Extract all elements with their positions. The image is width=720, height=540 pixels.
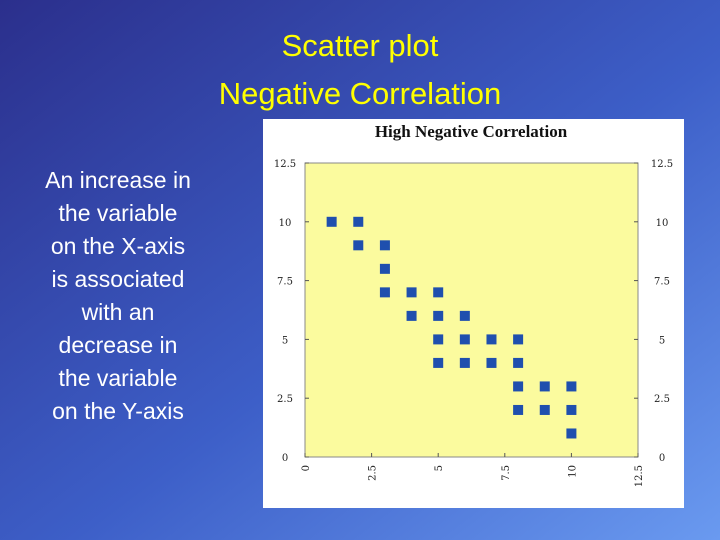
scatter-point [406,310,417,321]
plot-area [304,162,639,458]
slide-title: Scatter plot [282,28,439,63]
y-tick-label: 5 [282,335,288,346]
y-tick-label: 5 [659,335,665,346]
x-tick-label: 0 [301,465,312,471]
scatter-point [326,216,337,227]
y-tick-label: 0 [659,453,665,464]
body-text: An increase in [45,167,191,193]
scatter-point [513,334,524,345]
y-tick-label: 7.5 [277,277,293,288]
y-tick-label: 7.5 [654,277,670,288]
scatter-point [486,334,497,345]
scatter-point [566,381,577,392]
scatter-point [513,357,524,368]
scatter-point [433,287,444,298]
scatter-point [433,310,444,321]
y-tick-label: 12.5 [274,159,296,170]
scatter-point [566,404,577,415]
slide-title: Negative Correlation [219,76,502,111]
scatter-point [539,381,550,392]
scatter-point [486,357,497,368]
scatter-point [379,287,390,298]
scatter-point [433,334,444,345]
body-text: on the Y-axis [52,398,184,424]
scatter-point [406,287,417,298]
scatter-point [353,216,364,227]
body-text: the variable [59,200,178,226]
scatter-point [433,357,444,368]
scatter-point [379,240,390,251]
scatter-point [459,310,470,321]
body-text: decrease in [59,332,178,358]
x-tick-label: 10 [567,465,578,478]
chart-title: High Negative Correlation [375,122,568,141]
y-tick-label: 10 [279,218,292,229]
scatter-point [379,263,390,274]
x-tick-label: 5 [434,465,445,471]
y-tick-label: 2.5 [654,394,670,405]
y-tick-label: 2.5 [277,394,293,405]
scatter-point [513,404,524,415]
scatter-point [459,357,470,368]
scatter-point [566,428,577,439]
x-tick-label: 12.5 [634,465,645,487]
scatter-point [353,240,364,251]
body-text: is associated [52,266,185,292]
body-text: the variable [59,365,178,391]
x-tick-label: 7.5 [501,465,512,481]
scatter-point [539,404,550,415]
scatter-point [459,334,470,345]
y-tick-label: 10 [656,218,669,229]
y-tick-label: 0 [282,453,288,464]
body-text: with an [81,299,155,325]
scatter-point [513,381,524,392]
x-tick-label: 2.5 [368,465,379,481]
body-text: on the X-axis [51,233,185,259]
y-tick-label: 12.5 [651,159,673,170]
